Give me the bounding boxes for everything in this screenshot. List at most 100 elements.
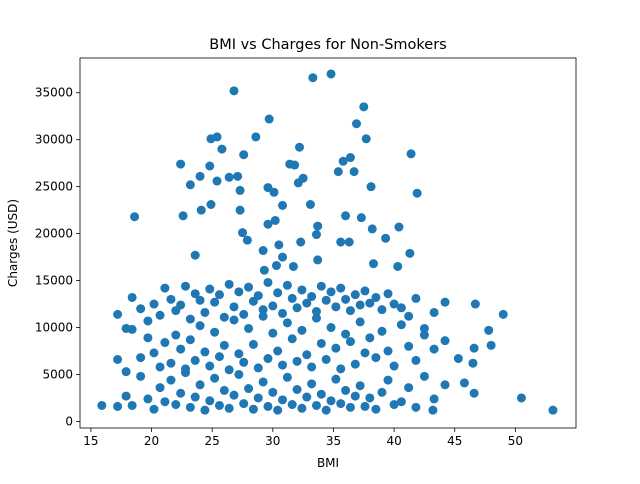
point (160, 338, 170, 348)
point (219, 340, 229, 350)
point (453, 354, 463, 364)
point (411, 355, 421, 365)
point (258, 305, 268, 315)
point (205, 284, 215, 294)
point (190, 289, 200, 299)
point (205, 361, 215, 371)
point (365, 298, 375, 308)
point (383, 375, 393, 385)
x-tick-label: 35 (326, 434, 341, 448)
point (274, 240, 284, 250)
point (292, 356, 302, 366)
point (238, 228, 248, 238)
point (219, 385, 229, 395)
point (548, 405, 558, 415)
point (287, 400, 297, 410)
point (345, 306, 355, 316)
point (429, 307, 439, 317)
point (498, 309, 508, 319)
point (178, 211, 188, 221)
point (217, 144, 227, 154)
point (278, 252, 288, 262)
point (404, 311, 414, 321)
point (360, 348, 370, 358)
point (212, 132, 222, 142)
point (367, 224, 377, 234)
point (219, 312, 229, 322)
point (316, 281, 326, 291)
point (345, 402, 355, 412)
x-tick-label: 45 (447, 434, 462, 448)
point (130, 212, 140, 222)
point (396, 320, 406, 330)
point (253, 393, 263, 403)
point (336, 364, 346, 374)
point (287, 334, 297, 344)
point (404, 383, 414, 393)
point (470, 299, 480, 309)
point (350, 290, 360, 300)
point (242, 235, 252, 245)
point (393, 261, 403, 271)
point (121, 323, 131, 333)
point (263, 183, 273, 193)
point (235, 185, 245, 195)
point (155, 383, 165, 393)
point (166, 375, 176, 385)
point (360, 286, 370, 296)
point (113, 401, 123, 411)
point (371, 404, 381, 414)
point (239, 150, 249, 160)
point (345, 153, 355, 163)
point (136, 371, 146, 381)
point (121, 367, 131, 377)
point (406, 149, 416, 159)
y-tick-label: 10000 (35, 321, 73, 335)
point (459, 378, 469, 388)
point (290, 160, 300, 170)
point (268, 328, 278, 338)
point (195, 380, 205, 390)
point (239, 357, 249, 367)
point (214, 400, 224, 410)
point (181, 364, 191, 374)
point (273, 405, 283, 415)
x-tick-label: 50 (508, 434, 523, 448)
point (377, 387, 387, 397)
point (196, 205, 206, 215)
point (302, 350, 312, 360)
point (185, 314, 195, 324)
point (350, 391, 360, 401)
point (263, 219, 273, 229)
point (355, 381, 365, 391)
point (155, 310, 165, 320)
point (149, 348, 159, 358)
point (311, 230, 321, 240)
y-tick-label: 30000 (35, 133, 73, 147)
point (331, 374, 341, 384)
point (326, 396, 336, 406)
point (181, 281, 191, 291)
point (313, 221, 323, 231)
point (160, 397, 170, 407)
y-tick-label: 15000 (35, 274, 73, 288)
point (205, 396, 215, 406)
point (136, 304, 146, 314)
point (97, 400, 107, 410)
point (224, 365, 234, 375)
point (396, 397, 406, 407)
point (264, 114, 274, 124)
point (278, 360, 288, 370)
point (307, 379, 317, 389)
point (214, 290, 224, 300)
point (143, 394, 153, 404)
y-tick-label: 5000 (42, 367, 73, 381)
point (176, 344, 186, 354)
point (268, 387, 278, 397)
point (166, 358, 176, 368)
point (239, 399, 249, 409)
point (244, 384, 254, 394)
point (311, 400, 321, 410)
point (311, 313, 321, 323)
